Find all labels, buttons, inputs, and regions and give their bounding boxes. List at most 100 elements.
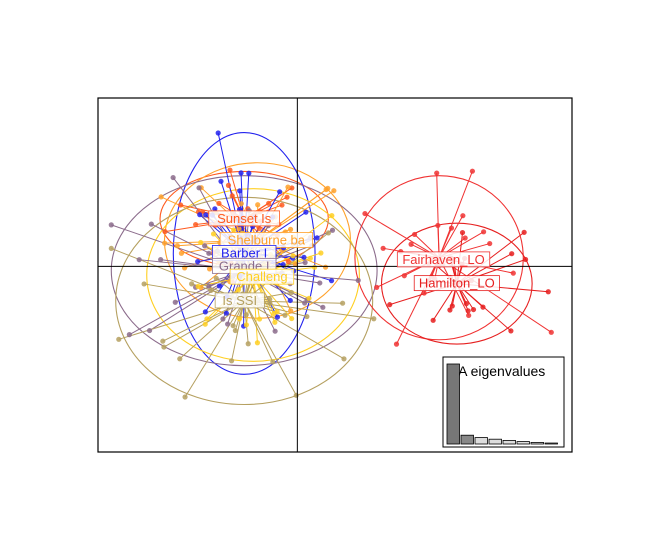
ellipse-Grande_Is	[110, 175, 378, 367]
point-Sunset_Is	[284, 194, 290, 200]
point-Challenger	[243, 322, 249, 328]
eigenvalue-inset: DA eigenvalues	[442, 356, 565, 448]
point-Shelburne_ba	[322, 264, 329, 270]
point-Challenger	[202, 321, 208, 327]
point-Shelburne_ba	[236, 226, 242, 232]
point-Is_SSI	[243, 312, 249, 318]
ellipse-Is_SSI	[115, 196, 374, 406]
point-Fairhaven_LO	[380, 245, 386, 251]
point-Sunset_Is	[285, 259, 291, 265]
point-Is_SSI	[108, 245, 114, 252]
point-Challenger	[272, 319, 278, 325]
point-Is_SSI	[160, 338, 166, 344]
point-Shelburne_ba	[238, 201, 244, 207]
point-Fairhaven_LO	[510, 270, 516, 276]
segment-Is_SSI	[243, 232, 329, 302]
point-Challenger	[289, 315, 295, 322]
point-Grande_Is	[206, 283, 212, 289]
segment-Fairhaven_LO	[438, 215, 464, 258]
point-Challenger	[204, 316, 210, 322]
segment-Is_SSI	[243, 300, 274, 363]
point-Hamilton_LO	[480, 304, 486, 310]
point-Fairhaven_LO	[448, 225, 455, 231]
segment-Is_SSI	[243, 300, 345, 360]
point-Fairhaven_LO	[460, 213, 466, 219]
point-Fairhaven_LO	[393, 341, 400, 347]
point-Shelburne_ba	[206, 266, 213, 272]
point-Grande_Is	[320, 304, 326, 310]
label-box-Fairhaven_LO	[396, 251, 491, 268]
point-Hamilton_LO	[545, 289, 551, 295]
point-Grande_Is	[317, 280, 323, 286]
point-Barber_Is	[216, 283, 223, 289]
plot-frame	[97, 97, 573, 453]
label-box-Hamilton_LO	[413, 275, 500, 292]
point-Grande_Is	[146, 327, 153, 334]
point-Hamilton_LO	[509, 251, 515, 257]
point-Is_SSI	[288, 289, 294, 296]
point-Grande_Is	[272, 328, 278, 334]
point-Sunset_Is	[227, 167, 233, 173]
eigenvalue-bar	[516, 441, 530, 445]
point-Challenger	[290, 253, 296, 259]
point-Fairhaven_LO	[401, 273, 407, 279]
point-Barber_Is	[277, 189, 283, 195]
point-Challenger	[254, 340, 261, 346]
point-Fairhaven_LO	[462, 235, 468, 241]
point-Is_SSI	[267, 300, 273, 307]
point-Sunset_Is	[193, 221, 199, 228]
point-Grande_Is	[158, 256, 164, 263]
point-Barber_Is	[237, 188, 243, 194]
point-Hamilton_LO	[463, 301, 470, 307]
label-box-Challenger	[229, 268, 295, 285]
point-Sunset_Is	[178, 202, 184, 208]
point-Shelburne_ba	[325, 185, 331, 191]
group-label-Hamilton_LO: Hamilton_LO	[419, 276, 495, 291]
point-Sunset_Is	[266, 200, 272, 206]
point-Barber_Is	[287, 297, 293, 304]
point-Sunset_Is	[225, 182, 232, 188]
point-Hamilton_LO	[449, 303, 455, 309]
point-Grande_Is	[196, 185, 202, 191]
point-Barber_Is	[215, 130, 221, 136]
point-Grande_Is	[126, 332, 132, 338]
point-Is_SSI	[161, 344, 167, 350]
point-Barber_Is	[212, 206, 218, 212]
point-Is_SSI	[304, 313, 310, 320]
eigenvalue-bar	[474, 437, 488, 445]
point-Challenger	[311, 264, 318, 270]
point-Challenger	[306, 295, 312, 301]
point-Sunset_Is	[229, 193, 235, 199]
point-Challenger	[236, 316, 243, 322]
eigenvalue-bar	[530, 441, 544, 445]
point-Fairhaven_LO	[434, 170, 440, 176]
point-Is_SSI	[245, 341, 251, 347]
point-Challenger	[274, 309, 280, 315]
point-Grande_Is	[202, 243, 208, 249]
point-Grande_Is	[225, 321, 231, 327]
eigenvalue-bar	[544, 442, 558, 445]
point-Grande_Is	[220, 316, 226, 322]
segment-Is_SSI	[179, 300, 245, 360]
point-Barber_Is	[314, 235, 320, 241]
point-Is_SSI	[282, 312, 288, 318]
group-label-Shelburne_ba: Shelburne ba	[228, 232, 306, 247]
point-Sunset_Is	[162, 228, 168, 235]
group-label-Is_SSI: Is SSI	[222, 293, 257, 308]
point-Hamilton_LO	[470, 306, 477, 313]
group-label-Fairhaven_LO: Fairhaven_LO	[402, 252, 484, 267]
label-box-Is_SSI	[214, 292, 265, 309]
point-Fairhaven_LO	[408, 241, 414, 247]
point-Is_SSI	[208, 287, 214, 294]
point-Grande_Is	[170, 174, 176, 181]
point-Barber_Is	[203, 212, 209, 218]
point-Challenger	[318, 250, 324, 256]
point-Barber_Is	[218, 178, 224, 184]
point-Shelburne_ba	[162, 240, 168, 246]
segment-Fairhaven_LO	[396, 257, 440, 345]
eigenvalue-bar	[460, 434, 474, 445]
group-ellipses	[110, 131, 533, 406]
point-Fairhaven_LO	[374, 284, 380, 290]
point-Hamilton_LO	[447, 307, 453, 313]
point-Fairhaven_LO	[548, 329, 554, 335]
